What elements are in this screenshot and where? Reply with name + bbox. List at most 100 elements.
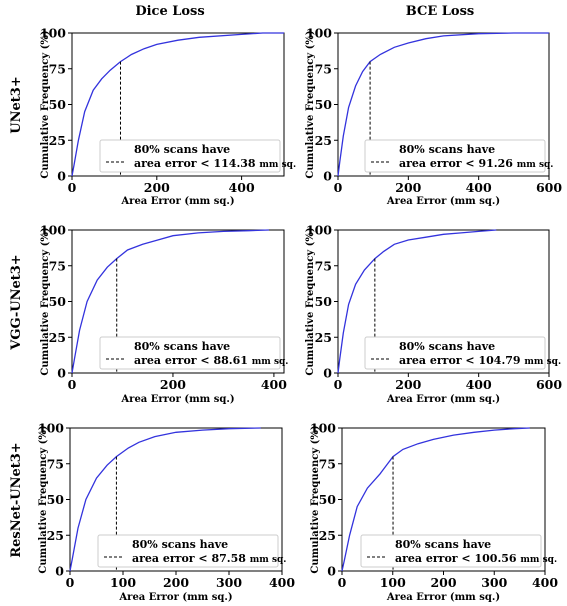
legend-box-r0c1 bbox=[364, 139, 546, 173]
x-tick-label: 400 bbox=[532, 575, 558, 590]
row-title-resnet-unet3plus: ResNet-UNet3+ bbox=[9, 442, 24, 557]
x-tick-label: 200 bbox=[144, 180, 170, 195]
legend-line-2: area error < 88.61 mm sq. bbox=[134, 354, 288, 367]
x-axis-label: Area Error (mm sq.) bbox=[120, 394, 234, 405]
legend-line-1: 80% scans have bbox=[134, 143, 230, 156]
y-tick-label: 50 bbox=[47, 492, 65, 507]
x-tick-label: 200 bbox=[160, 377, 186, 392]
legend-unit: mm sq. bbox=[252, 357, 289, 367]
y-tick-label: 75 bbox=[49, 61, 66, 76]
y-tick-label: 75 bbox=[315, 61, 332, 76]
x-tick-label: 600 bbox=[536, 180, 562, 195]
panel-r0c1: 0 25 50 75 100 0 200 400 600 Area Error (mm sq.) C… bbox=[305, 26, 562, 208]
y-tick-label: 100 bbox=[306, 223, 332, 238]
panel-r2c1: 0 25 50 75 100 0 100 200 300 400 Area Error (mm sq… bbox=[310, 421, 558, 604]
x-tick-label: 600 bbox=[536, 377, 562, 392]
y-tick-label: 75 bbox=[47, 456, 64, 471]
y-tick-label: 50 bbox=[315, 97, 333, 112]
x-axis-label: Area Error (mm sq.) bbox=[386, 592, 500, 603]
legend-unit: mm sq. bbox=[259, 160, 296, 170]
y-tick-label: 0 bbox=[57, 169, 66, 184]
legend-unit: mm sq. bbox=[517, 160, 554, 170]
x-axis-label: Area Error (mm sq.) bbox=[386, 196, 500, 207]
y-axis-label: Cumulative Frequency (%) bbox=[40, 30, 51, 178]
legend-line-1: 80% scans have bbox=[134, 340, 230, 353]
legend-threshold: area error < 104.79 bbox=[399, 354, 524, 367]
legend-unit: mm sq. bbox=[524, 357, 561, 367]
x-tick-label: 300 bbox=[481, 575, 507, 590]
y-tick-label: 0 bbox=[323, 366, 332, 381]
x-tick-label: 0 bbox=[68, 377, 77, 392]
y-axis-label: Cumulative Frequency (%) bbox=[305, 30, 316, 178]
legend-line-1: 80% scans have bbox=[399, 143, 495, 156]
x-tick-label: 200 bbox=[395, 377, 421, 392]
x-tick-label: 0 bbox=[334, 377, 343, 392]
x-tick-label: 300 bbox=[216, 575, 242, 590]
x-tick-label: 200 bbox=[163, 575, 189, 590]
panel-r2c0: 0 25 50 75 100 0 100 200 300 400 Area Error (mm sq… bbox=[38, 421, 295, 604]
legend-unit: mm sq. bbox=[250, 555, 287, 565]
column-title-bce: BCE Loss bbox=[406, 4, 474, 19]
cumulative-frequency-line-r2c0 bbox=[69, 427, 261, 572]
y-tick-label: 0 bbox=[55, 564, 64, 579]
legend-unit: mm sq. bbox=[520, 555, 557, 565]
legend-line-1: 80% scans have bbox=[395, 538, 491, 551]
y-tick-label: 25 bbox=[315, 133, 332, 148]
panel-r1c1: 0 25 50 75 100 0 200 400 600 Area Error (mm sq.) C… bbox=[305, 223, 562, 406]
y-axis-label: Cumulative Frequency (%) bbox=[38, 425, 49, 573]
row-title-vgg-unet3plus: VGG-UNet3+ bbox=[9, 254, 24, 350]
legend-box-r0c0 bbox=[99, 139, 281, 173]
x-tick-label: 0 bbox=[334, 180, 343, 195]
x-tick-label: 400 bbox=[269, 575, 295, 590]
legend-box-r2c1 bbox=[360, 534, 542, 568]
y-tick-label: 75 bbox=[315, 258, 332, 273]
y-tick-label: 100 bbox=[40, 223, 66, 238]
y-axis-label: Cumulative Frequency (%) bbox=[305, 227, 316, 375]
cumulative-frequency-line-r0c1 bbox=[337, 32, 549, 177]
legend-box-r1c1 bbox=[364, 336, 546, 370]
y-tick-label: 0 bbox=[57, 366, 66, 381]
y-tick-label: 75 bbox=[49, 258, 66, 273]
y-tick-label: 0 bbox=[323, 169, 332, 184]
y-tick-label: 100 bbox=[310, 421, 336, 436]
legend-line-1: 80% scans have bbox=[132, 538, 228, 551]
legend-line-1: 80% scans have bbox=[399, 340, 495, 353]
cumulative-frequency-line-r0c0 bbox=[71, 32, 284, 177]
column-title-dice: Dice Loss bbox=[135, 4, 204, 19]
x-tick-label: 0 bbox=[68, 180, 77, 195]
x-tick-label: 200 bbox=[430, 575, 456, 590]
y-tick-label: 25 bbox=[315, 330, 332, 345]
cumulative-frequency-line-r2c1 bbox=[341, 427, 530, 572]
x-axis-label: Area Error (mm sq.) bbox=[386, 394, 500, 405]
cumulative-frequency-line-r1c0 bbox=[71, 229, 269, 374]
x-tick-label: 200 bbox=[395, 180, 421, 195]
y-tick-label: 25 bbox=[49, 133, 66, 148]
x-tick-label: 400 bbox=[466, 377, 492, 392]
x-tick-label: 0 bbox=[66, 575, 75, 590]
legend-line-2: area error < 104.79 mm sq. bbox=[399, 354, 561, 367]
legend-threshold: area error < 100.56 bbox=[395, 552, 520, 565]
legend-line-2: area error < 91.26 mm sq. bbox=[399, 157, 553, 170]
legend-threshold: area error < 114.38 bbox=[134, 157, 259, 170]
y-tick-label: 0 bbox=[327, 564, 336, 579]
y-tick-label: 50 bbox=[319, 492, 337, 507]
x-axis-label: Area Error (mm sq.) bbox=[118, 592, 232, 603]
y-tick-label: 25 bbox=[47, 528, 64, 543]
x-tick-label: 400 bbox=[229, 180, 255, 195]
panel-r1c0: 0 25 50 75 100 0 200 400 Area Error (mm sq.) Cumu… bbox=[40, 223, 289, 406]
legend-threshold: area error < 88.61 bbox=[134, 354, 252, 367]
legend-line-2: area error < 114.38 mm sq. bbox=[134, 157, 296, 170]
y-axis-label: Cumulative Frequency (%) bbox=[310, 425, 321, 573]
legend-threshold: area error < 87.58 bbox=[132, 552, 250, 565]
x-tick-label: 400 bbox=[466, 180, 492, 195]
x-tick-label: 400 bbox=[261, 377, 287, 392]
row-title-unet3plus: UNet3+ bbox=[9, 76, 24, 133]
cumulative-frequency-line-r1c1 bbox=[337, 229, 497, 374]
y-tick-label: 50 bbox=[49, 97, 67, 112]
y-tick-label: 25 bbox=[319, 528, 336, 543]
legend-threshold: area error < 91.26 bbox=[399, 157, 517, 170]
legend-line-2: area error < 100.56 mm sq. bbox=[395, 552, 557, 565]
